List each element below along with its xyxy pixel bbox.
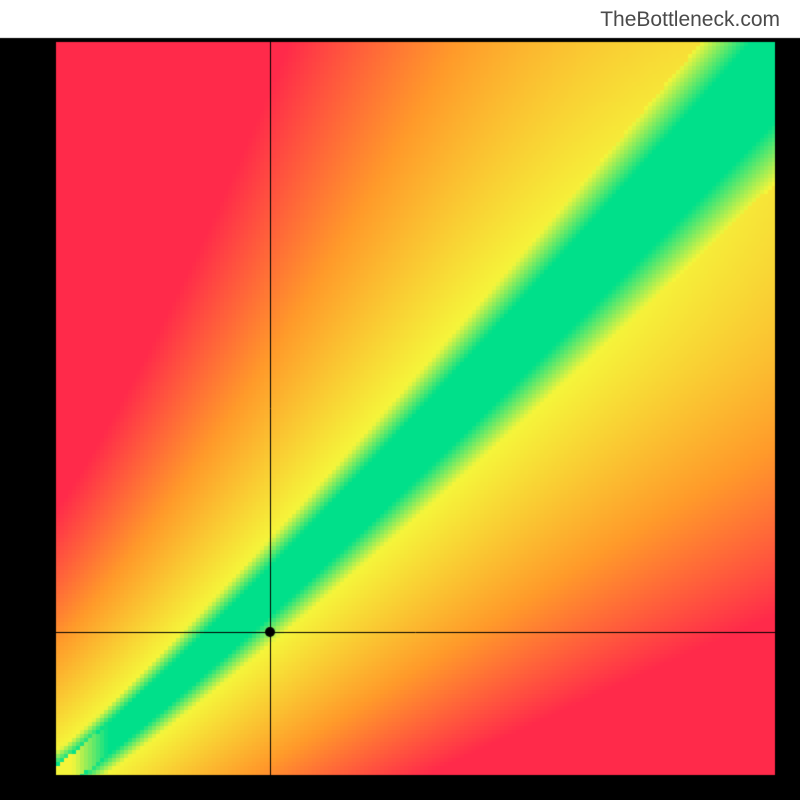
chart-container: TheBottleneck.com <box>0 0 800 800</box>
watermark-text: TheBottleneck.com <box>600 8 780 32</box>
heatmap-canvas <box>0 0 800 800</box>
